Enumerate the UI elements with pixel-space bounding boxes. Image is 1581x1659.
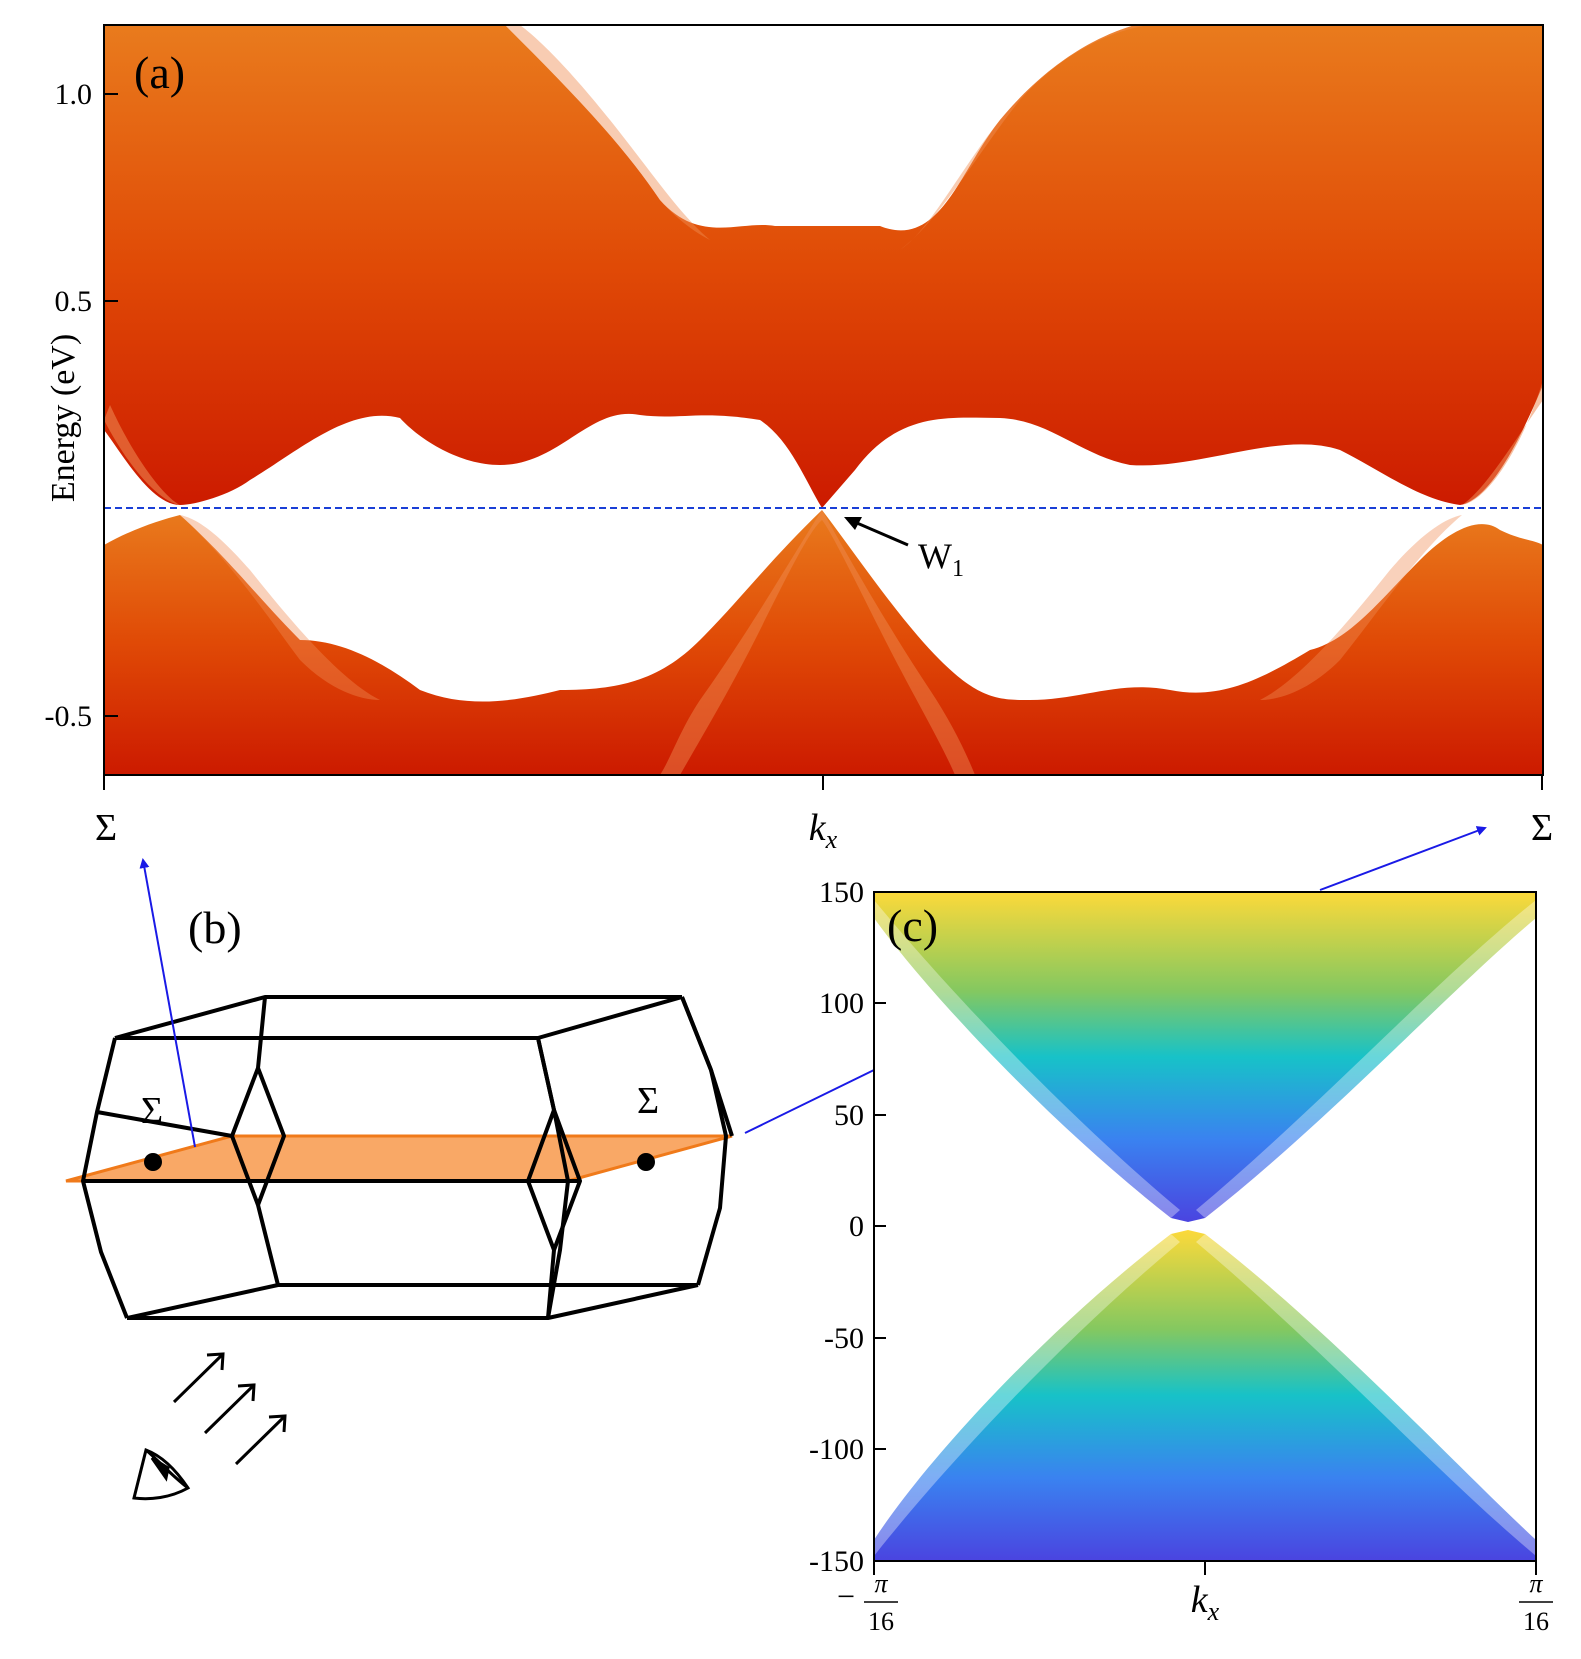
cutting-plane bbox=[65, 1134, 733, 1183]
ytick-label-c-3: 50 bbox=[834, 1099, 864, 1132]
svg-text:16: 16 bbox=[868, 1607, 894, 1636]
valence-bands bbox=[104, 510, 1543, 775]
panel-a: 1.0 0.5 -0.5 Σ kx Σ Energy (eV) (a) W1 bbox=[45, 24, 1553, 854]
svg-text:16: 16 bbox=[1523, 1607, 1549, 1636]
valence-ribbon-right bbox=[1260, 515, 1462, 700]
link-line-left bbox=[139, 858, 196, 1148]
panel-b: (b) bbox=[65, 826, 1487, 1501]
valence-ribbon-center-left bbox=[660, 510, 822, 775]
valence-ribbon-center-right bbox=[822, 510, 975, 775]
svg-text:−: − bbox=[837, 1578, 855, 1614]
conduction-bands bbox=[104, 25, 1543, 508]
xtick-label-c-kx: kx bbox=[1191, 1579, 1220, 1626]
sigma-point-right bbox=[637, 1153, 655, 1171]
w1-label: W1 bbox=[918, 536, 964, 582]
lower-cone-edge-left bbox=[874, 1234, 1180, 1556]
xtick-label-neg-pi-16: − π 16 bbox=[837, 1569, 898, 1636]
panel-c-yticks bbox=[874, 891, 886, 1562]
upper-cone bbox=[874, 892, 1536, 1222]
panel-c: 150 100 50 0 -50 -100 -150 − π 16 kx π 1… bbox=[809, 876, 1553, 1636]
band-regions bbox=[104, 25, 1543, 775]
xtick-label-kx: kx bbox=[809, 807, 838, 854]
sigma-point-left bbox=[144, 1153, 162, 1171]
ytick-label-c-7: -150 bbox=[809, 1545, 864, 1578]
xtick-label-pos-pi-16: π 16 bbox=[1519, 1569, 1553, 1636]
sigma-label-left: Σ bbox=[141, 1090, 163, 1132]
ytick-label-c-5: -50 bbox=[824, 1322, 864, 1355]
lower-cone bbox=[874, 1230, 1536, 1561]
xtick-label-sigma-right: Σ bbox=[1531, 807, 1553, 849]
sigma-label-right: Σ bbox=[637, 1080, 659, 1122]
panel-tag-c: (c) bbox=[887, 900, 938, 951]
eye-icon bbox=[132, 1448, 191, 1501]
panel-tag-a: (a) bbox=[134, 47, 185, 98]
svg-text:π: π bbox=[874, 1569, 888, 1598]
link-line-right-low bbox=[744, 1069, 875, 1134]
cone-regions bbox=[874, 892, 1536, 1561]
ytick-label-c-1: 150 bbox=[819, 876, 864, 909]
ytick-label-c-2: 100 bbox=[819, 987, 864, 1020]
valence-ribbon-left bbox=[180, 515, 380, 700]
upper-cone-edge-right bbox=[1196, 900, 1536, 1218]
view-direction-arrows bbox=[172, 1352, 287, 1466]
lower-cone-edge-right bbox=[1196, 1234, 1536, 1556]
svg-text:π: π bbox=[1529, 1569, 1543, 1598]
ytick-label-a-2: 0.5 bbox=[55, 285, 93, 318]
link-line-right-high bbox=[1319, 826, 1487, 891]
w1-annotation: W1 bbox=[844, 517, 964, 582]
ytick-label-a-3: -0.5 bbox=[45, 700, 93, 733]
brillouin-zone bbox=[81, 995, 734, 1320]
upper-cone-edge-left bbox=[874, 900, 1180, 1218]
panel-c-xticks bbox=[873, 1561, 1537, 1575]
conduction-edge-left bbox=[104, 405, 180, 505]
ytick-label-a-1: 1.0 bbox=[55, 78, 93, 111]
ytick-label-c-6: -100 bbox=[809, 1433, 864, 1466]
panel-tag-b: (b) bbox=[188, 902, 242, 953]
panel-a-xticks bbox=[103, 775, 1543, 790]
ylabel-energy: Energy (eV) bbox=[45, 334, 82, 502]
panel-a-yticks bbox=[104, 93, 118, 717]
xtick-label-sigma-left: Σ bbox=[95, 807, 117, 849]
conduction-ribbon-top-left bbox=[505, 25, 710, 240]
ytick-label-c-4: 0 bbox=[849, 1210, 864, 1243]
